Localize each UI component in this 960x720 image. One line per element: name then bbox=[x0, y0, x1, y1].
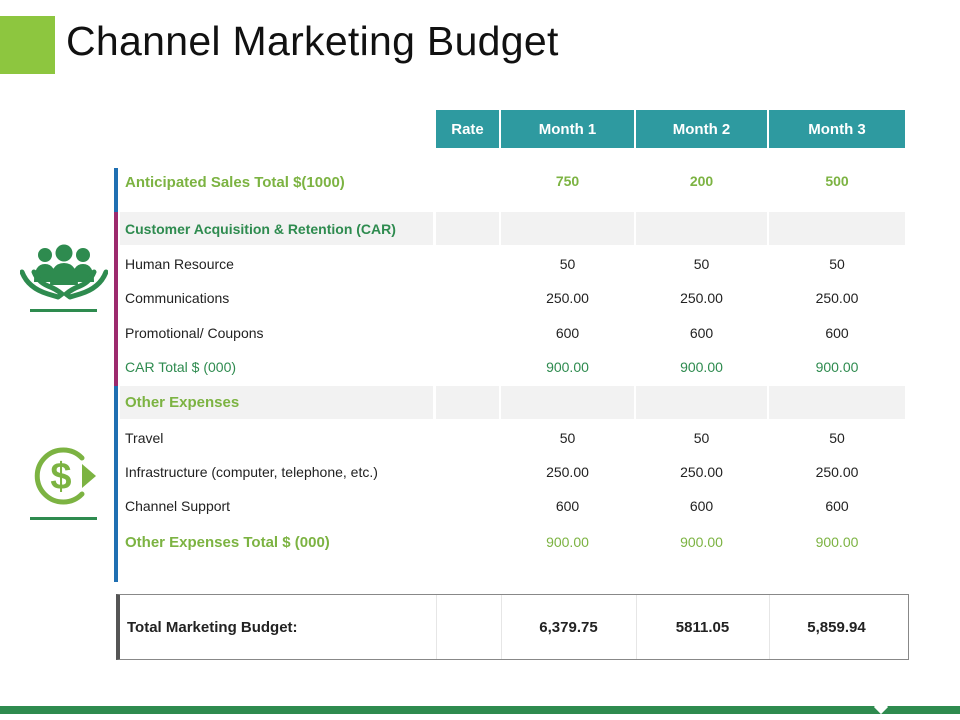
total-separator bbox=[501, 595, 502, 659]
anticipated-m3: 500 bbox=[825, 173, 849, 189]
header-rate: Rate bbox=[436, 110, 499, 148]
other-header-band bbox=[120, 386, 433, 419]
other-row-label: Infrastructure (computer, telephone, etc… bbox=[125, 464, 378, 480]
other-row-m1: 250.00 bbox=[546, 464, 589, 480]
car-header-label: Customer Acquisition & Retention (CAR) bbox=[125, 220, 396, 237]
anticipated-m2: 200 bbox=[689, 173, 714, 189]
car-row-m2: 250.00 bbox=[680, 290, 723, 306]
slide-title: Channel Marketing Budget bbox=[66, 18, 559, 64]
total-separator bbox=[436, 595, 437, 659]
header-month-2: Month 2 bbox=[636, 110, 767, 148]
anticipated-bar bbox=[114, 168, 118, 212]
car-header-cell-m3 bbox=[769, 212, 905, 245]
bottom-accent-bar bbox=[0, 706, 960, 714]
other-total-label: Other Expenses Total $ (000) bbox=[125, 533, 330, 551]
other-header-label: Other Expenses bbox=[125, 394, 240, 411]
other-section-bar bbox=[114, 386, 118, 582]
car-total-m1: 900.00 bbox=[546, 359, 589, 375]
expenses-icon-underline bbox=[30, 517, 97, 520]
other-row-m1: 50 bbox=[559, 430, 576, 446]
anticipated-m1: 750 bbox=[555, 173, 580, 189]
other-row-m2: 600 bbox=[689, 498, 714, 514]
other-row-m3: 250.00 bbox=[815, 464, 859, 480]
other-header-cell-m2 bbox=[636, 386, 767, 419]
other-row-m2: 50 bbox=[693, 430, 710, 446]
other-row-label: Travel bbox=[125, 430, 164, 446]
other-total-m1: 900.00 bbox=[546, 534, 589, 550]
car-header-band bbox=[120, 212, 433, 245]
anticipated-label: Anticipated Sales Total $(1000) bbox=[125, 173, 345, 191]
total-m3: 5,859.94 bbox=[807, 618, 866, 636]
car-row-label: Human Resource bbox=[125, 256, 234, 272]
car-header-cell-m2 bbox=[636, 212, 767, 245]
car-row-m2: 600 bbox=[689, 325, 714, 341]
other-total-m3: 900.00 bbox=[815, 534, 859, 550]
other-header-cell-m1 bbox=[501, 386, 634, 419]
header-month-3: Month 3 bbox=[769, 110, 905, 148]
total-separator bbox=[636, 595, 637, 659]
other-header-cell-rate bbox=[436, 386, 499, 419]
car-row-m3: 250.00 bbox=[815, 290, 859, 306]
car-row-label: Communications bbox=[125, 290, 230, 306]
car-row-m3: 50 bbox=[829, 256, 845, 272]
total-marketing-budget-row: Total Marketing Budget: 6,379.75 5811.05… bbox=[116, 594, 909, 660]
header-month-1: Month 1 bbox=[501, 110, 634, 148]
car-header-cell-m1 bbox=[501, 212, 634, 245]
car-row-m1: 600 bbox=[555, 325, 580, 341]
other-row-m2: 250.00 bbox=[680, 464, 723, 480]
total-separator bbox=[769, 595, 770, 659]
other-header-cell-m3 bbox=[769, 386, 905, 419]
total-m1: 6,379.75 bbox=[539, 618, 598, 636]
car-row-m2: 50 bbox=[693, 256, 710, 272]
total-label: Total Marketing Budget: bbox=[127, 618, 298, 636]
other-row-m3: 600 bbox=[825, 498, 849, 514]
car-header-cell-rate bbox=[436, 212, 499, 245]
car-row-label: Promotional/ Coupons bbox=[125, 325, 264, 341]
title-accent-square bbox=[0, 16, 55, 74]
car-total-m2: 900.00 bbox=[680, 359, 723, 375]
car-section-bar bbox=[114, 212, 118, 386]
total-m2: 5811.05 bbox=[675, 618, 730, 636]
car-row-m3: 600 bbox=[825, 325, 849, 341]
dollar-cycle-icon: $ bbox=[34, 447, 96, 505]
car-total-m3: 900.00 bbox=[815, 359, 859, 375]
people-in-hands-icon bbox=[20, 244, 108, 300]
other-row-label: Channel Support bbox=[125, 498, 231, 514]
svg-text:$: $ bbox=[50, 456, 71, 498]
car-row-m1: 50 bbox=[559, 256, 576, 272]
car-icon-underline bbox=[30, 309, 97, 312]
car-total-label: CAR Total $ (000) bbox=[125, 359, 237, 375]
car-row-m1: 250.00 bbox=[546, 290, 589, 306]
other-row-m3: 50 bbox=[829, 430, 845, 446]
other-total-m2: 900.00 bbox=[680, 534, 723, 550]
other-row-m1: 600 bbox=[555, 498, 580, 514]
